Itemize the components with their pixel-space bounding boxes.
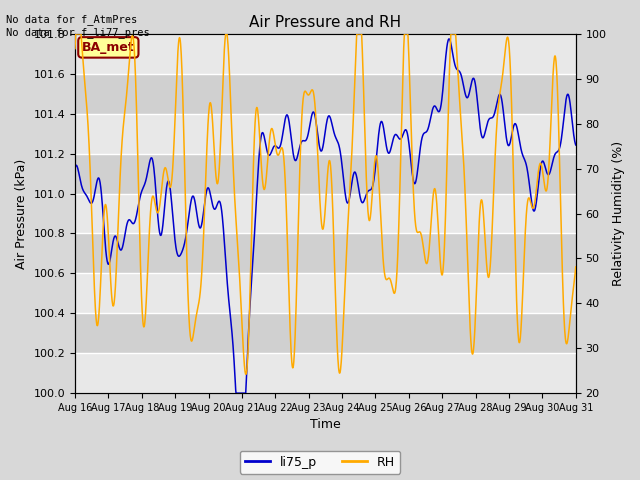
Bar <box>75 114 576 154</box>
Y-axis label: Relativity Humidity (%): Relativity Humidity (%) <box>612 141 625 286</box>
Text: BA_met: BA_met <box>82 41 135 54</box>
Bar <box>75 74 576 114</box>
Bar <box>75 353 576 393</box>
Bar <box>75 154 576 193</box>
Title: Air Pressure and RH: Air Pressure and RH <box>250 15 401 30</box>
Legend: li75_p, RH: li75_p, RH <box>240 451 400 474</box>
Bar <box>75 274 576 313</box>
X-axis label: Time: Time <box>310 419 340 432</box>
Bar <box>75 193 576 233</box>
Y-axis label: Air Pressure (kPa): Air Pressure (kPa) <box>15 158 28 269</box>
Bar <box>75 34 576 74</box>
Bar <box>75 233 576 274</box>
Bar <box>75 313 576 353</box>
Text: No data for f_AtmPres
No data for f_li77_pres: No data for f_AtmPres No data for f_li77… <box>6 14 150 38</box>
